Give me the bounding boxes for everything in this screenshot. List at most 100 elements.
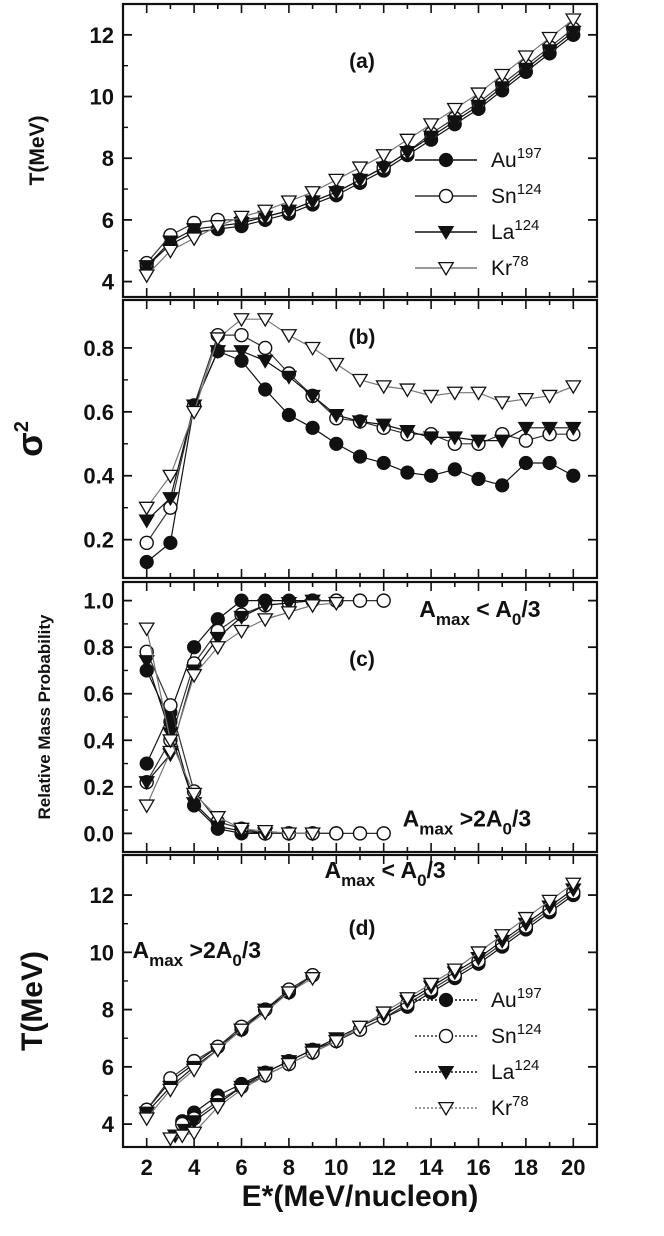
panel-c-data-point [329, 826, 344, 841]
panel-b-data-point [375, 380, 393, 395]
panel-d-data-point [280, 1057, 298, 1073]
panel-b-frame-group [121, 298, 599, 580]
panel-b-data-point [541, 421, 558, 436]
panel-a-data-point [162, 235, 179, 250]
panel-d-legend-marker [438, 992, 454, 1008]
xtick-label: 10 [324, 1155, 348, 1180]
panel-b-data-point [281, 407, 296, 423]
panel-c-data-point [138, 776, 155, 791]
panel-b-label: (b) [349, 326, 376, 349]
panel-b-data-point [162, 469, 179, 484]
panel-d-ytick-label: 6 [102, 1055, 114, 1080]
panel-c-data-point [209, 641, 227, 656]
panel-c-data-point [376, 593, 391, 608]
panel-d-data-point [209, 1100, 227, 1116]
panel-b-ytick-label: 0.2 [83, 528, 114, 553]
panel-d-data-point [162, 1132, 179, 1147]
panel-b-data-point [422, 431, 440, 446]
panel-b-data-point [138, 501, 156, 516]
panel-b-data-point [493, 396, 511, 411]
panel-c-data-point [352, 593, 368, 608]
panel-c-text-group: 0.0 0.2 0.4 0.6 0.8 1.0 (c) Amax < A0/3 Amax >2A… [83, 589, 540, 847]
panel-c-data-point [233, 822, 250, 837]
panel-d-legend-label: Au197 [491, 985, 542, 1012]
panel-c-data-group [138, 593, 391, 842]
panel-c-data-point [139, 756, 154, 771]
panel-d-data-point [493, 929, 511, 944]
xtick-label: 16 [466, 1155, 490, 1180]
panel-a-data-point [185, 232, 203, 247]
panel-c-data-point [162, 727, 179, 742]
panel-a-text-group: 4 6 8 10 12 (a) [90, 23, 375, 295]
panel-c-data-point [376, 826, 391, 841]
panel-d-ytick-label: 8 [102, 998, 114, 1023]
xtick-label: 14 [419, 1155, 444, 1180]
panel-b-data-point [424, 468, 439, 483]
panel-a-data-point [304, 186, 321, 201]
panel-c-series-line [146, 600, 384, 783]
panel-c-data-point [138, 655, 155, 670]
panel-b-data-point [233, 313, 250, 328]
panel-b-data-group [138, 313, 582, 570]
panel-b-data-point [138, 514, 155, 529]
panel-b-data-point [185, 405, 203, 420]
panel-c-data-point [280, 606, 298, 621]
panel-d-data-point [351, 1020, 369, 1035]
panel-c-ytick-label: 1.0 [83, 589, 114, 614]
panel-a-ytick-label: 12 [90, 23, 114, 48]
panel-b-data-point [258, 340, 273, 356]
panel-b-ytick-label: 0.6 [83, 400, 114, 425]
panel-d-ylabel: T(MeV) [16, 951, 49, 1051]
panel-d-data-point [470, 946, 487, 961]
xtick-label: 8 [283, 1155, 295, 1180]
panel-d-data-point [375, 1006, 393, 1021]
panel-b-data-point [493, 434, 511, 449]
panel-a-legend-marker [438, 188, 454, 204]
panel-a-frame-group [121, 2, 599, 299]
panel-d-legend-marker [438, 1028, 454, 1044]
panel-b-data-point [470, 434, 487, 449]
panel-data [138, 13, 582, 1147]
panel-b-data-point [542, 455, 557, 471]
panel-b-data-point [305, 420, 320, 435]
panel-a-legend-marker [437, 226, 455, 241]
panel-c-data-point [185, 787, 203, 802]
panel-c-ytick-label: 0.4 [83, 728, 114, 753]
panel-b-data-point [256, 354, 274, 369]
panel-a-data-point [517, 50, 535, 65]
panel-c-data-point [280, 596, 298, 611]
panel-c-label: (c) [349, 648, 375, 671]
panel-c-data-point [185, 669, 203, 684]
panel-a-data-point [470, 87, 487, 102]
panel-c-data-point [138, 622, 156, 637]
panel-b-ytick-label: 0.4 [83, 464, 114, 489]
panel-b-data-point [470, 386, 487, 401]
xtick-label: 6 [235, 1155, 247, 1180]
panel-d-data-point [256, 1069, 274, 1084]
panel-c-data-point [256, 599, 274, 614]
panel-d-label: (d) [349, 917, 376, 940]
panel-c-ytick-label: 0.2 [83, 775, 114, 800]
panel-d-legend: Au197 Sn124 La124 Kr78 [415, 985, 542, 1120]
panel-b-data-point [422, 389, 440, 404]
panel-d-data-group [138, 877, 582, 1147]
panel-c-ylabel: Relative Mass Probability [35, 614, 54, 820]
panel-a-legend-marker [437, 261, 455, 277]
xtick-label: 2 [141, 1155, 153, 1180]
panel-d-annotation: Amax >2A0/3 [132, 937, 261, 970]
panel-a-data-point [564, 13, 582, 28]
panel-b-data-point [304, 389, 321, 404]
panel-c-data-point [187, 640, 202, 655]
panel-a-data-point [256, 204, 274, 219]
panel-a-ytick-label: 8 [102, 146, 114, 171]
panel-c-data-point [256, 825, 274, 840]
panel-a-data-point [233, 210, 250, 225]
panel-d-data-point [446, 963, 464, 978]
panel-b-data-point [163, 535, 178, 550]
panel-b-data-point [517, 393, 535, 408]
panel-d-data-point [422, 977, 440, 992]
panel-b-data-point [234, 327, 249, 343]
panel-a-data-point [422, 118, 440, 133]
panel-d-data-point [517, 911, 535, 927]
